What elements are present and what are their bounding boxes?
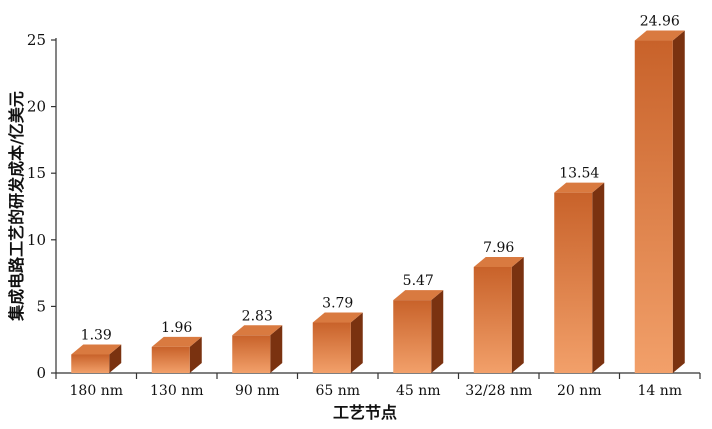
bar: [554, 182, 605, 373]
y-tick-label: 20: [27, 98, 46, 116]
bar-front: [312, 322, 351, 373]
bar: [232, 325, 283, 373]
bar-front: [232, 335, 271, 373]
bar: [473, 256, 524, 373]
labels: 0 5 10 15 20 25 1.39 180 nm 1.96 130 nm 2.83 90 nm 3…: [27, 14, 682, 399]
x-tick-label: 90 nm: [235, 383, 280, 399]
y-tick-label: 15: [27, 164, 46, 182]
bar: [151, 336, 202, 373]
x-tick-label: 130 nm: [150, 383, 203, 399]
y-axis-title: 集成电路工艺的研发成本/亿美元: [7, 91, 26, 322]
bar-top: [232, 325, 283, 336]
bars: [71, 30, 685, 373]
data-label: 5.47: [403, 273, 434, 289]
x-tick-label: 45 nm: [396, 383, 441, 399]
bar: [71, 344, 122, 373]
bar-front: [71, 354, 110, 373]
data-label: 2.83: [242, 308, 273, 324]
bar-top: [71, 344, 122, 355]
data-label: 3.79: [322, 296, 353, 312]
y-tick-label: 25: [27, 31, 46, 49]
bar-front: [393, 300, 432, 373]
bar-side: [431, 290, 444, 373]
data-label: 24.96: [640, 14, 680, 30]
data-label: 1.96: [161, 320, 192, 336]
x-tick-label: 180 nm: [70, 383, 123, 399]
bar-top: [554, 182, 605, 193]
bar-top: [634, 30, 685, 41]
bar-side: [270, 325, 283, 373]
bar-front: [634, 40, 673, 373]
bar-top: [393, 290, 444, 301]
bar-top: [151, 336, 202, 347]
bar-side: [109, 344, 122, 373]
bar-front: [473, 266, 512, 373]
bar: [634, 30, 685, 373]
bar: [312, 312, 363, 373]
x-tick-label: 32/28 nm: [465, 383, 532, 399]
y-tick-label: 5: [36, 297, 46, 315]
bar-front: [151, 346, 190, 373]
data-label: 7.96: [483, 240, 514, 256]
bar-top: [473, 256, 524, 267]
bar-side: [511, 256, 524, 373]
x-axis-title: 工艺节点: [333, 403, 397, 422]
y-tick-label: 10: [27, 231, 46, 249]
x-tick-label: 14 nm: [637, 383, 682, 399]
bar-side: [672, 30, 685, 373]
bar-top: [312, 312, 363, 323]
bar-side: [592, 182, 605, 373]
bar-front: [554, 192, 593, 373]
bar-side: [350, 312, 363, 373]
x-tick-label: 20 nm: [557, 383, 602, 399]
data-label: 1.39: [81, 327, 112, 343]
x-tick-label: 65 nm: [315, 383, 360, 399]
bar: [393, 290, 444, 373]
bar-side: [189, 336, 202, 373]
y-tick-label: 0: [36, 364, 46, 382]
data-label: 13.54: [559, 166, 599, 182]
